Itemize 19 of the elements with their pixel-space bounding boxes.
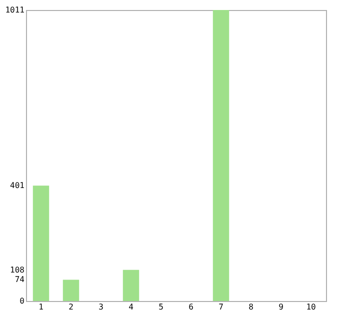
bar [212, 10, 230, 301]
x-tick-label: 10 [306, 302, 316, 312]
x-tick-label: 2 [68, 302, 74, 312]
y-tick-label: 401 [10, 181, 25, 190]
y-tick-label: 1011 [5, 6, 25, 14]
x-tick-label: 1 [38, 302, 44, 312]
y-tick-label: 108 [10, 265, 25, 274]
x-tick-label: 6 [188, 302, 194, 312]
bar [62, 280, 80, 301]
x-tick-label: 9 [278, 302, 284, 312]
x-tick-label: 4 [128, 302, 134, 312]
x-tick-label: 8 [248, 302, 254, 312]
y-tick-label: 74 [14, 275, 25, 284]
bar [122, 270, 140, 301]
x-tick-label: 5 [158, 302, 164, 312]
x-tick-label: 7 [218, 302, 224, 312]
y-tick-label: 0 [20, 296, 25, 306]
x-tick-label: 3 [98, 302, 104, 312]
bar [32, 186, 50, 301]
